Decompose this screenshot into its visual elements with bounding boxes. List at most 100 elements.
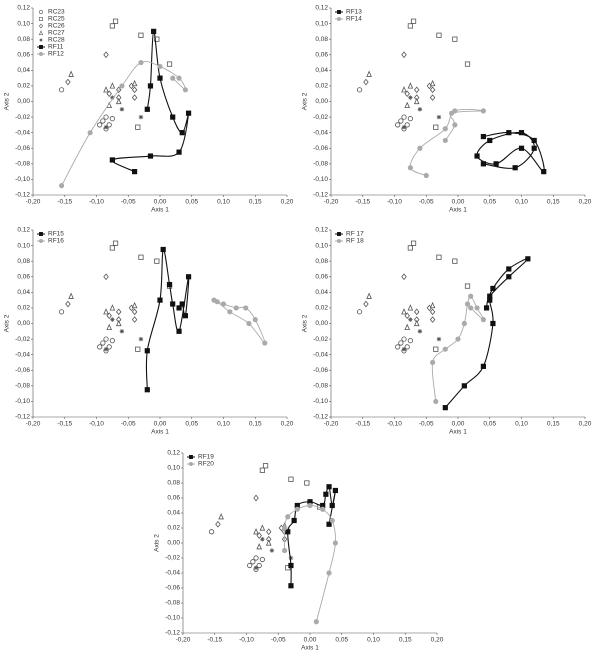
marker xyxy=(110,95,115,100)
marker xyxy=(58,183,65,189)
marker xyxy=(404,122,410,128)
marker xyxy=(455,336,461,342)
marker xyxy=(464,283,471,289)
marker xyxy=(401,86,407,93)
marker xyxy=(493,161,499,167)
marker xyxy=(138,254,144,260)
marker xyxy=(103,51,109,59)
y-tick-label: -0,06 xyxy=(313,145,328,152)
y-tick-label: 0,06 xyxy=(167,495,180,502)
x-tick-label: 0,10 xyxy=(367,637,380,644)
y-tick-label: 0,10 xyxy=(167,465,180,472)
marker xyxy=(189,462,193,466)
marker xyxy=(401,308,407,315)
marker xyxy=(233,305,239,311)
marker xyxy=(131,169,138,175)
y-tick-label: -0,12 xyxy=(165,630,180,637)
marker xyxy=(487,293,493,299)
marker xyxy=(480,133,487,140)
marker xyxy=(39,10,43,14)
marker xyxy=(337,232,341,236)
y-tick-label: 0,00 xyxy=(167,540,180,547)
marker xyxy=(474,305,480,311)
marker xyxy=(401,347,407,352)
y-axis-label: Axis 2 xyxy=(4,314,11,332)
marker xyxy=(407,23,413,29)
y-tick-label: 0,04 xyxy=(17,67,30,74)
marker xyxy=(337,17,341,21)
marker xyxy=(246,320,252,327)
y-tick-label: 0,12 xyxy=(315,5,328,12)
x-tick-label: 0,05 xyxy=(483,199,496,206)
legend-label: RF19 xyxy=(198,454,214,461)
marker xyxy=(288,562,294,569)
marker xyxy=(291,517,297,524)
y-tick-label: 0,02 xyxy=(167,525,180,532)
legend-label: RF20 xyxy=(198,461,214,468)
marker xyxy=(185,274,192,280)
marker xyxy=(429,86,436,94)
marker xyxy=(182,313,188,319)
x-tick-label: 0,05 xyxy=(483,421,496,428)
marker xyxy=(401,273,407,281)
marker xyxy=(106,323,113,330)
marker xyxy=(106,90,112,98)
y-tick-label: -0,08 xyxy=(15,161,30,168)
y-tick-label: -0,08 xyxy=(15,383,30,390)
marker xyxy=(285,529,291,535)
marker xyxy=(39,239,43,243)
marker xyxy=(170,75,176,81)
y-tick-label: -0,12 xyxy=(15,192,30,199)
marker xyxy=(106,122,112,128)
marker xyxy=(157,63,163,70)
marker xyxy=(262,463,269,469)
marker xyxy=(58,87,65,93)
marker xyxy=(135,124,141,130)
marker xyxy=(414,86,420,94)
marker xyxy=(170,301,176,307)
marker xyxy=(468,293,474,299)
x-tick-label: -0,10 xyxy=(239,637,254,644)
marker xyxy=(429,94,436,101)
marker xyxy=(131,86,138,94)
marker xyxy=(166,61,173,67)
y-tick-label: 0,08 xyxy=(315,258,328,265)
panel: -0,20 -0,15 -0,10 -0,05 0,00 0,05 0,10 0,15 0,20… xyxy=(4,5,294,214)
marker xyxy=(541,169,547,175)
y-tick-label: 0,02 xyxy=(17,305,30,312)
y-tick-label: 0,00 xyxy=(315,320,328,327)
y-tick-label: 0,10 xyxy=(315,242,328,249)
marker xyxy=(138,114,144,120)
marker xyxy=(138,59,144,66)
marker xyxy=(461,383,467,389)
marker xyxy=(112,18,119,24)
y-tick-label: 0,00 xyxy=(17,320,30,327)
marker xyxy=(109,338,115,344)
marker xyxy=(404,90,410,98)
x-tick-label: -0,20 xyxy=(324,199,339,206)
panel: -0,20 -0,15 -0,10 -0,05 0,00 0,05 0,10 0,15 0,20… xyxy=(302,227,592,436)
marker xyxy=(227,309,233,315)
panel: -0,20 -0,15 -0,10 -0,05 0,00 0,05 0,10 0,15 0,20… xyxy=(154,450,444,652)
marker xyxy=(87,130,93,136)
y-tick-label: -0,10 xyxy=(15,398,30,405)
marker xyxy=(119,107,125,112)
marker xyxy=(433,398,439,405)
x-tick-label: 0,00 xyxy=(304,637,317,644)
marker xyxy=(480,108,486,114)
marker xyxy=(38,30,44,35)
marker xyxy=(531,137,537,144)
marker xyxy=(185,110,192,116)
marker xyxy=(106,344,112,350)
x-tick-label: 0,10 xyxy=(217,199,230,206)
marker xyxy=(417,107,423,112)
marker xyxy=(131,301,138,309)
marker xyxy=(38,23,44,29)
marker xyxy=(433,346,439,352)
x-axis-label: Axis 1 xyxy=(151,207,169,214)
x-tick-label: 0,00 xyxy=(452,199,465,206)
marker xyxy=(436,114,442,120)
x-tick-label: -0,20 xyxy=(324,421,339,428)
y-tick-label: 0,02 xyxy=(315,305,328,312)
